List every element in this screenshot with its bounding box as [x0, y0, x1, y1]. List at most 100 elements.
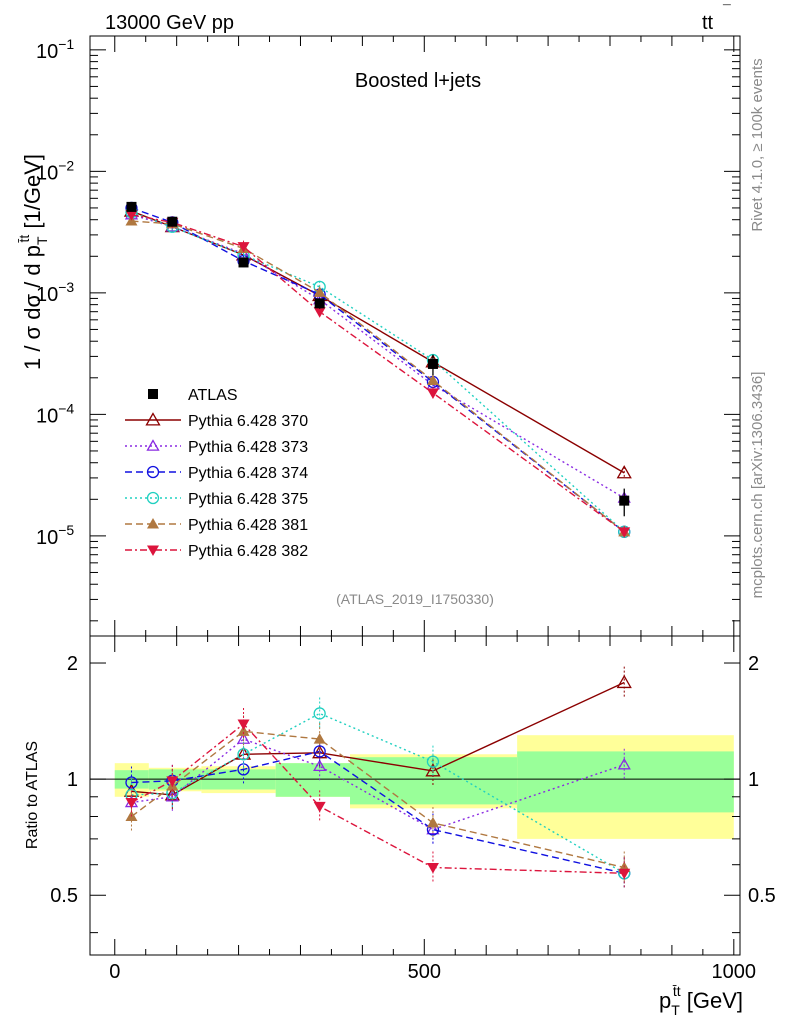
- legend-marker-s382: [147, 545, 159, 556]
- ratio-point-s381: [313, 733, 326, 744]
- series-point-s382: [237, 242, 250, 253]
- series-point-s382: [618, 527, 631, 538]
- x-tick-label: 1000: [712, 961, 757, 983]
- header-process-bar: ¯: [722, 2, 731, 18]
- main-y-tick-label-exp: −1: [58, 36, 74, 52]
- series-line-s375: [131, 211, 625, 533]
- series-line-s381: [131, 220, 625, 533]
- legend-label-s373: Pythia 6.428 373: [188, 439, 308, 456]
- main-y-axis-label-units: [1/GeV]: [20, 154, 45, 235]
- ratio-panel-series: [123, 666, 632, 890]
- series-line-s382: [131, 213, 625, 533]
- legend-marker-s370: [145, 412, 161, 426]
- legend-item-data: ATLAS: [148, 387, 238, 404]
- main-y-tick-label: 10−4: [36, 400, 74, 427]
- main-y-tick-label-exp: −3: [58, 279, 74, 295]
- legend-marker-s381: [147, 518, 159, 529]
- legend: ATLAS Pythia 6.428 370 Pythia 6.428 373 Pyt…: [125, 387, 308, 560]
- ratio-point-s382: [618, 868, 631, 880]
- main-y-tick-label-exp: −2: [58, 157, 74, 173]
- rivet-version-label: Rivet 4.1.0, ≥ 100k events: [749, 58, 766, 231]
- main-panel-data: [126, 201, 630, 517]
- ratio-point-s374: [313, 745, 326, 758]
- main-y-tick-label-base: 10: [36, 284, 58, 306]
- data-point: [238, 257, 249, 268]
- legend-marker-s373: [146, 439, 160, 451]
- x-tick-label: 0: [109, 961, 120, 983]
- header-process-label: tt ¯: [702, 2, 731, 34]
- ratio-y-tick-label: 2: [67, 653, 78, 675]
- header-process-text: tt: [702, 12, 714, 34]
- x-axis-label: pTt̄t [GeV]: [659, 983, 743, 1018]
- ratio-y-tick-label-right: 2: [748, 653, 759, 675]
- series-point-s381: [313, 286, 326, 297]
- legend-marker-data: [148, 389, 158, 399]
- ratio-point-s382: [166, 776, 179, 787]
- series-point-s381: [426, 374, 439, 386]
- legend-marker-s375: [146, 491, 160, 505]
- main-y-tick-label: 10−1: [36, 36, 74, 63]
- ratio-point-s382: [237, 719, 250, 730]
- legend-label-s370: Pythia 6.428 370: [188, 413, 308, 430]
- ratio-point-s375: [237, 748, 250, 761]
- main-y-axis-label-sup: t̄t: [16, 235, 32, 243]
- main-y-tick-label-base: 10: [36, 41, 58, 63]
- ratio-y-tick-label: 1: [67, 769, 78, 791]
- ratio-point-s375: [426, 755, 440, 768]
- legend-item-s382: Pythia 6.428 382: [125, 543, 308, 560]
- legend-item-s374: Pythia 6.428 374: [125, 465, 308, 482]
- ratio-line-s375: [131, 712, 625, 874]
- ratio-line-s374: [131, 750, 625, 874]
- ratio-point-s375: [313, 707, 326, 720]
- main-y-axis-label-sub: T: [34, 236, 50, 245]
- ratio-point-s381: [237, 725, 250, 736]
- ratio-y-axis-label: Ratio to ATLAS: [24, 741, 41, 849]
- ratio-point-s370: [425, 763, 441, 777]
- ratio-point-s373: [617, 757, 631, 770]
- series-point-s382: [125, 210, 138, 221]
- legend-item-s375: Pythia 6.428 375: [125, 491, 308, 508]
- legend-label-s382: Pythia 6.428 382: [188, 543, 308, 560]
- mcplots-label: mcplots.cern.ch [arXiv:1306.3436]: [749, 372, 766, 599]
- header-energy-label: 13000 GeV pp: [105, 12, 234, 34]
- data-point: [314, 298, 325, 309]
- ratio-point-s382: [125, 797, 138, 809]
- data-point: [167, 216, 178, 227]
- x-axis-label-units: [GeV]: [681, 988, 743, 1013]
- data-point: [126, 201, 137, 212]
- main-panel-title: Boosted l+jets: [355, 70, 481, 92]
- main-y-tick-label-base: 10: [36, 405, 58, 427]
- legend-label-s374: Pythia 6.428 374: [188, 465, 308, 482]
- ratio-line-s381: [131, 730, 625, 869]
- legend-item-s373: Pythia 6.428 373: [125, 439, 308, 456]
- ratio-point-s382: [313, 801, 326, 813]
- series-point-s370: [616, 465, 632, 479]
- main-y-tick-label-base: 10: [36, 527, 58, 549]
- ratio-point-s373: [165, 789, 179, 802]
- ratio-point-s373: [313, 759, 327, 772]
- x-axis-label-sub: T: [671, 1002, 680, 1018]
- ratio-line-s382: [131, 723, 625, 874]
- ratio-point-s370: [616, 674, 632, 689]
- ratio-panel-bands: [114, 735, 734, 839]
- analysis-tag: (ATLAS_2019_I1750330): [336, 591, 494, 607]
- ratio-panel-frame: [89, 635, 741, 956]
- series-line-s370: [131, 210, 625, 474]
- legend-label-s381: Pythia 6.428 381: [188, 517, 308, 534]
- legend-label-s375: Pythia 6.428 375: [188, 491, 308, 508]
- ratio-point-s381: [426, 816, 439, 828]
- main-y-tick-label: 10−2: [36, 157, 74, 184]
- main-y-axis-label-main: 1 / σ dσ / d p: [20, 245, 45, 370]
- main-y-tick-label: 10−5: [36, 522, 74, 549]
- ratio-y-tick-label-right: 0.5: [748, 885, 776, 907]
- data-point: [427, 358, 438, 369]
- x-axis-label-sup: t̄t: [673, 983, 681, 999]
- ratio-band-inner: [275, 763, 350, 797]
- ratio-y-tick-label: 0.5: [50, 885, 78, 907]
- main-panel-series: [123, 201, 632, 538]
- main-y-tick-label: 10−3: [36, 279, 74, 306]
- data-point: [619, 495, 630, 506]
- legend-label-data: ATLAS: [188, 387, 238, 404]
- legend-item-s381: Pythia 6.428 381: [125, 517, 308, 534]
